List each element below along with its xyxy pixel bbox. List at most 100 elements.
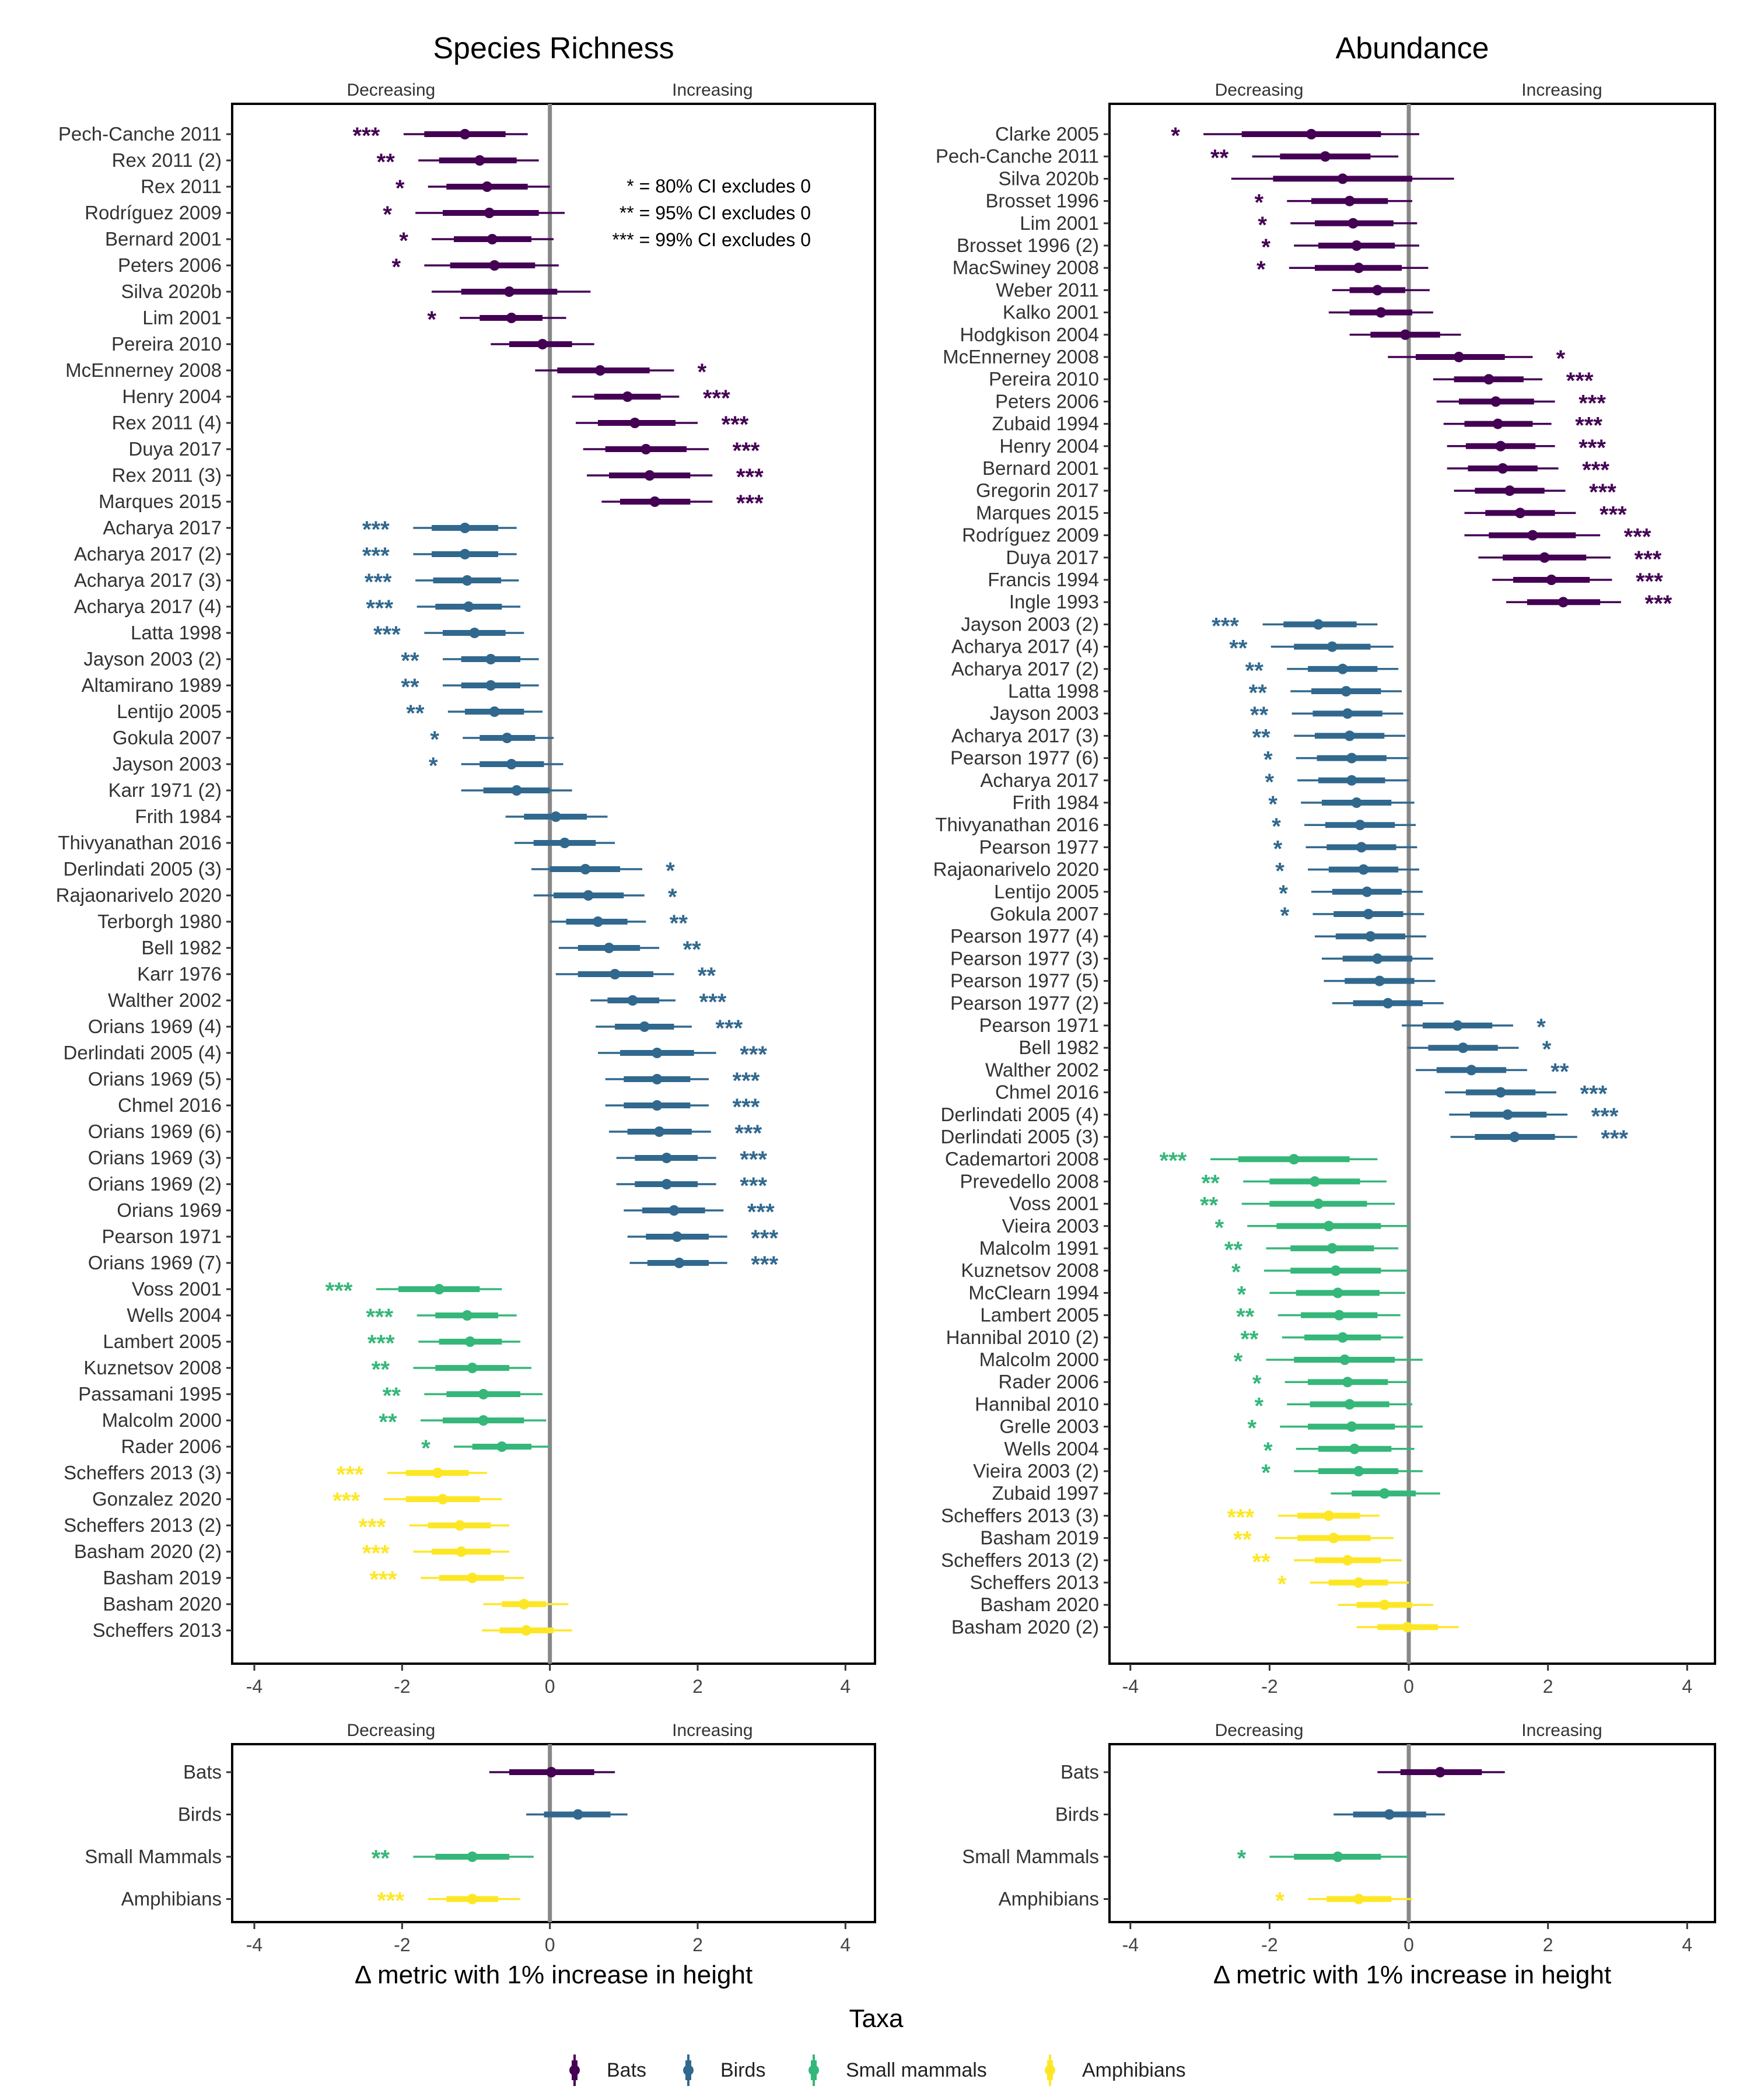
x-tick-label: 4: [1682, 1676, 1692, 1697]
study-label: Gokula 2007: [113, 727, 222, 748]
significance-stars: *: [1279, 881, 1288, 907]
study-label: Lentijo 2005: [117, 701, 222, 722]
significance-stars: *: [666, 858, 675, 884]
point-estimate: [1466, 1065, 1477, 1076]
x-axis-label: Δ metric with 1% increase in height: [1213, 1961, 1611, 1989]
subtitle-increasing: Increasing: [672, 80, 752, 100]
significance-stars: *: [1264, 1438, 1273, 1464]
point-estimate: [485, 654, 496, 664]
significance-key-line: ** = 95% CI excludes 0: [620, 202, 811, 223]
study-label: Basham 2020: [103, 1593, 222, 1615]
legend-key-point: [808, 2065, 819, 2076]
x-tick-label: 0: [545, 1676, 555, 1697]
significance-stars: *: [429, 753, 438, 779]
point-estimate: [580, 864, 591, 874]
study-label: Karr 1971 (2): [108, 779, 222, 801]
significance-stars: *: [392, 254, 401, 280]
study-label: Chmel 2016: [118, 1094, 222, 1116]
significance-stars: *: [668, 884, 677, 910]
point-estimate: [1337, 663, 1348, 674]
study-label: Gregorin 2017: [976, 480, 1099, 501]
point-estimate: [644, 470, 655, 481]
study-label: Walther 2002: [985, 1059, 1099, 1080]
significance-stars: ***: [373, 622, 401, 648]
significance-stars: ***: [1160, 1148, 1187, 1174]
point-estimate: [1326, 641, 1338, 652]
significance-stars: **: [1252, 1549, 1271, 1575]
significance-stars: **: [401, 674, 419, 700]
point-estimate: [1334, 1310, 1345, 1321]
point-estimate: [668, 1205, 680, 1216]
x-tick-label: 2: [1543, 1676, 1553, 1697]
significance-stars: **: [1550, 1059, 1569, 1084]
point-estimate: [1328, 1532, 1339, 1544]
point-estimate: [627, 995, 638, 1006]
significance-stars: **: [1236, 1304, 1255, 1330]
significance-stars: *: [1265, 769, 1274, 795]
significance-stars: **: [1252, 724, 1271, 750]
study-label: Acharya 2017 (2): [951, 658, 1099, 680]
point-estimate: [1342, 708, 1353, 719]
study-label: Amphibians: [999, 1888, 1099, 1910]
point-estimate: [1483, 374, 1494, 385]
point-estimate: [652, 1074, 663, 1084]
point-estimate: [1358, 864, 1369, 875]
x-tick-label: -2: [394, 1676, 410, 1697]
study-label: Pech-Canche 2011: [936, 145, 1099, 167]
study-label: Bell 1982: [1019, 1037, 1099, 1058]
subtitle-decreasing: Decreasing: [1215, 1721, 1304, 1740]
significance-stars: *: [1275, 859, 1284, 884]
study-label: Weber 2011: [996, 279, 1099, 300]
significance-stars: *: [1237, 1846, 1247, 1871]
point-estimate: [1379, 1600, 1390, 1611]
significance-stars: **: [401, 648, 419, 674]
point-estimate: [1330, 1265, 1341, 1276]
significance-stars: **: [683, 937, 702, 963]
significance-stars: **: [1200, 1193, 1219, 1219]
study-label: Wells 2004: [127, 1304, 222, 1326]
significance-stars: ***: [1634, 547, 1662, 572]
study-label: Pearson 1977 (4): [950, 925, 1099, 947]
study-label: Pearson 1977: [979, 836, 1100, 858]
significance-stars: ***: [740, 1042, 767, 1068]
significance-stars: *: [1231, 1259, 1241, 1285]
study-label: McEnnerney 2008: [943, 346, 1099, 368]
point-estimate: [1384, 1809, 1395, 1820]
significance-stars: *: [399, 228, 408, 254]
point-estimate: [456, 1546, 467, 1557]
point-estimate: [1400, 329, 1411, 340]
significance-stars: *: [1261, 235, 1270, 260]
study-label: Rodríguez 2009: [85, 202, 222, 223]
legend-entry-label: Amphibians: [1082, 2059, 1186, 2081]
significance-stars: ***: [366, 1304, 393, 1330]
study-label: McEnnerney 2008: [65, 359, 222, 381]
study-label: Henry 2004: [999, 435, 1099, 457]
study-label: Zubaid 1997: [992, 1482, 1099, 1504]
significance-stars: ***: [1601, 1126, 1628, 1152]
study-label: Birds: [1055, 1804, 1099, 1825]
study-label: Derlindati 2005 (4): [941, 1104, 1099, 1125]
study-label: Pearson 1977 (3): [950, 947, 1099, 969]
point-estimate: [1558, 597, 1569, 608]
significance-stars: *: [1234, 1349, 1243, 1374]
point-estimate: [1527, 530, 1538, 541]
significance-stars: *: [383, 202, 392, 228]
point-estimate: [1351, 240, 1362, 251]
study-label: Amphibians: [121, 1888, 222, 1910]
significance-stars: **: [1202, 1170, 1220, 1196]
significance-stars: *: [1171, 123, 1180, 149]
point-estimate: [1495, 440, 1506, 452]
study-label: Basham 2020 (2): [74, 1541, 222, 1562]
significance-stars: *: [1254, 1393, 1264, 1419]
significance-stars: ***: [1589, 480, 1616, 505]
significance-stars: **: [1240, 1326, 1259, 1352]
point-estimate: [461, 575, 473, 586]
study-label: Scheffers 2013: [93, 1619, 222, 1641]
point-estimate: [1372, 953, 1383, 964]
study-label: Acharya 2017 (3): [951, 724, 1099, 746]
point-estimate: [639, 1021, 650, 1032]
significance-stars: ***: [370, 1567, 397, 1592]
point-estimate: [671, 1231, 682, 1242]
point-estimate: [1372, 285, 1383, 296]
study-label: Birds: [178, 1804, 222, 1825]
